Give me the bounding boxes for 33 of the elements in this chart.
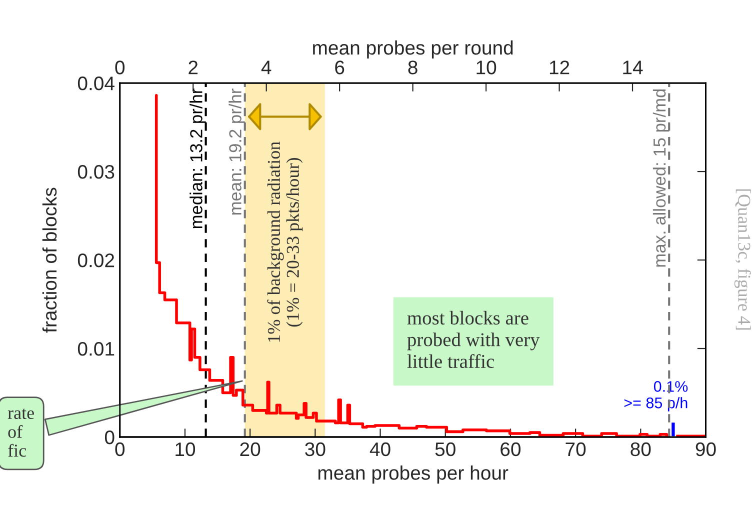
x-tick-label: 80 <box>630 442 651 456</box>
x2-tick-label: 14 <box>623 60 643 74</box>
ref-line-label: max. allowed: 15 pr/md <box>652 89 670 267</box>
x-tick-label: 70 <box>566 442 586 456</box>
x2-tick-label: 4 <box>261 60 272 74</box>
band-label: 1% of background radiation (1% = 20-33 pkts/hour) <box>267 142 303 342</box>
y-tick-label: 0 <box>104 430 114 444</box>
ref-line-label: mean: 19.2 pr/hr <box>228 88 245 215</box>
annotation: rate of fic <box>8 408 34 457</box>
x-axis-title: mean probes per hour <box>318 466 508 484</box>
x2-tick-label: 12 <box>550 60 570 74</box>
ref-line-label: median: 13.2 pr/hr <box>190 88 206 228</box>
x2-tick-label: 10 <box>476 60 496 74</box>
y-tick-label: 0.02 <box>78 253 114 268</box>
x-tick-label: 60 <box>500 442 521 456</box>
x2-tick-label: 6 <box>335 60 344 74</box>
y-axis-title: fraction of blocks <box>42 188 57 333</box>
x2-tick-label: 2 <box>188 60 198 74</box>
x2-axis-title: mean probes per round <box>313 40 513 59</box>
y-tick-label: 0.01 <box>78 342 114 356</box>
x2-tick-label: 8 <box>408 60 418 74</box>
y-tick-label: 0.04 <box>78 76 114 90</box>
x-tick-label: 30 <box>305 442 326 456</box>
x2-tick-label: 0 <box>115 60 125 74</box>
x-tick-label: 0 <box>115 442 125 456</box>
annotation: most blocks are probed with very little traffic <box>407 310 540 368</box>
x-tick-label: 50 <box>435 442 456 456</box>
text: [Quan13c, figure 4] <box>734 189 751 330</box>
y-tick-label: 0.03 <box>78 164 114 179</box>
x-tick-label: 10 <box>176 442 196 456</box>
x-tick-label: 90 <box>696 442 716 456</box>
x-tick-label: 20 <box>240 442 260 456</box>
x-tick-label: 40 <box>370 442 390 456</box>
